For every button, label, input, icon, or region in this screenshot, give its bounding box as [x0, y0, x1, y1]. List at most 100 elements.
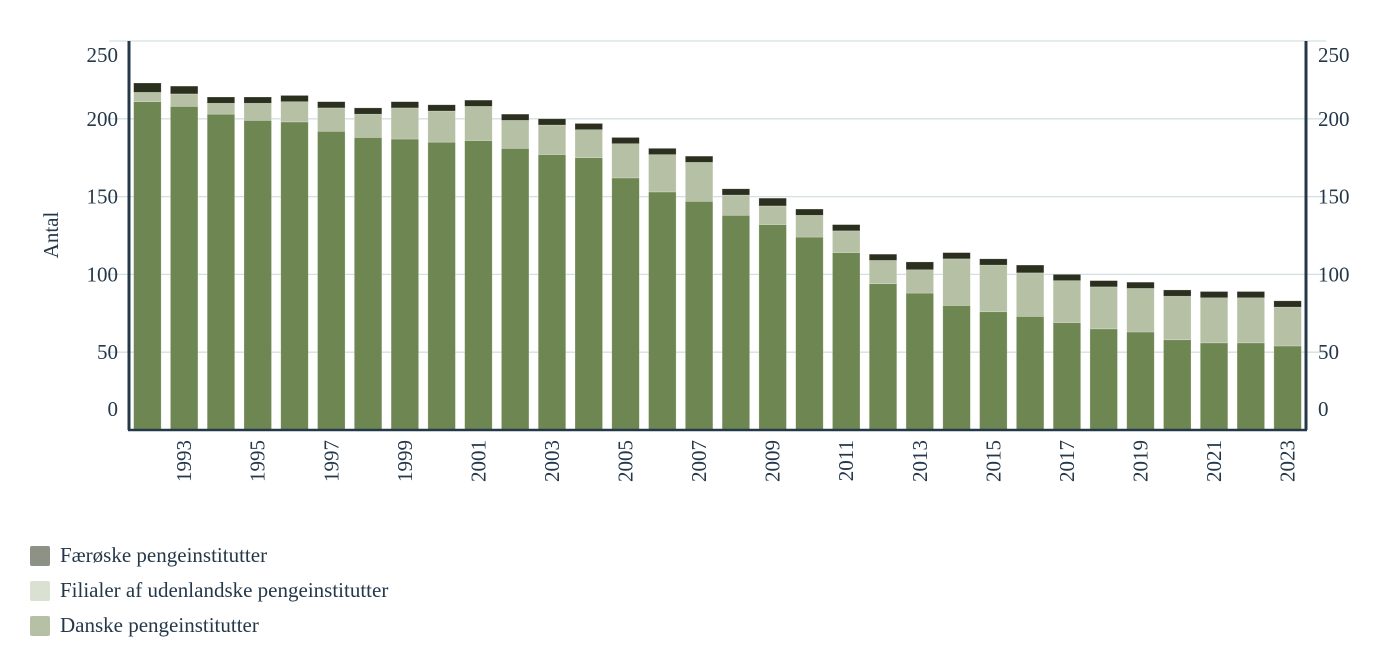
bar-segment-filialer-1993[interactable]: [170, 93, 199, 107]
bar-segment-danske-2012[interactable]: [868, 283, 898, 431]
bar-segment-danske-1996[interactable]: [280, 121, 309, 431]
bar-segment-faroeske-1993[interactable]: [170, 85, 199, 95]
bar-segment-filialer-1996[interactable]: [280, 101, 309, 123]
bar-segment-filialer-2008[interactable]: [721, 194, 750, 216]
bar-segment-faroeske-2012[interactable]: [868, 253, 898, 261]
bar-segment-faroeske-2002[interactable]: [501, 113, 530, 121]
bar-segment-filialer-1999[interactable]: [390, 107, 419, 140]
bar-segment-faroeske-2016[interactable]: [1016, 264, 1045, 274]
bar-segment-danske-2023[interactable]: [1273, 345, 1302, 431]
bar-segment-faroeske-2018[interactable]: [1089, 280, 1118, 288]
bar-segment-filialer-2021[interactable]: [1199, 297, 1229, 344]
bar-segment-filialer-1994[interactable]: [206, 102, 236, 115]
bar-segment-faroeske-1995[interactable]: [243, 96, 272, 104]
bar-segment-filialer-1995[interactable]: [243, 102, 272, 121]
bar-segment-faroeske-2019[interactable]: [1126, 281, 1155, 289]
bar-segment-filialer-2022[interactable]: [1236, 297, 1265, 344]
bar-segment-faroeske-2003[interactable]: [537, 118, 567, 126]
bar-segment-filialer-1992[interactable]: [133, 92, 162, 102]
bar-segment-filialer-2017[interactable]: [1052, 280, 1081, 323]
bar-segment-danske-2013[interactable]: [905, 292, 934, 431]
bar-segment-danske-2016[interactable]: [1016, 316, 1045, 431]
bar-segment-filialer-2019[interactable]: [1126, 288, 1155, 333]
bar-segment-danske-2015[interactable]: [979, 311, 1008, 431]
bar-segment-faroeske-2023[interactable]: [1273, 300, 1302, 308]
bar-segment-filialer-2004[interactable]: [574, 129, 603, 159]
bar-segment-danske-2007[interactable]: [685, 200, 714, 431]
bar-segment-danske-2014[interactable]: [942, 305, 971, 431]
bar-segment-danske-2020[interactable]: [1163, 339, 1192, 431]
bar-segment-filialer-2011[interactable]: [832, 230, 861, 253]
bar-segment-danske-2005[interactable]: [611, 177, 640, 431]
bar-segment-danske-2008[interactable]: [721, 214, 750, 431]
bar-segment-filialer-2018[interactable]: [1089, 286, 1118, 330]
bar-segment-filialer-2005[interactable]: [611, 143, 640, 179]
bar-segment-faroeske-1992[interactable]: [133, 82, 162, 93]
bar-segment-filialer-2015[interactable]: [979, 264, 1008, 313]
bar-segment-filialer-2006[interactable]: [648, 154, 677, 193]
bar-segment-danske-2009[interactable]: [758, 224, 787, 431]
bar-segment-danske-2018[interactable]: [1089, 328, 1118, 431]
x-tick-label: 2007: [687, 440, 711, 482]
bar-segment-danske-2010[interactable]: [795, 236, 824, 431]
bar-segment-filialer-1997[interactable]: [317, 107, 346, 132]
bar-segment-faroeske-2009[interactable]: [758, 197, 787, 207]
bar-segment-filialer-2003[interactable]: [537, 124, 567, 155]
bar-segment-danske-2001[interactable]: [464, 140, 493, 431]
bar-segment-faroeske-2020[interactable]: [1163, 289, 1192, 297]
bar-segment-faroeske-2008[interactable]: [721, 188, 750, 196]
bar-segment-danske-2004[interactable]: [574, 157, 603, 431]
bar-segment-faroeske-1997[interactable]: [317, 101, 346, 109]
bar-segment-filialer-2014[interactable]: [942, 258, 971, 306]
bar-segment-filialer-2020[interactable]: [1163, 295, 1192, 341]
bar-segment-danske-1998[interactable]: [354, 137, 383, 431]
bar-segment-faroeske-2005[interactable]: [611, 137, 640, 144]
bar-segment-danske-2022[interactable]: [1236, 342, 1265, 431]
bar-segment-danske-1997[interactable]: [317, 130, 346, 431]
bar-segment-faroeske-2017[interactable]: [1052, 274, 1081, 281]
bar-segment-faroeske-2013[interactable]: [905, 261, 934, 271]
bar-segment-danske-2017[interactable]: [1052, 322, 1081, 431]
bar-segment-danske-2011[interactable]: [832, 252, 861, 431]
bar-segment-danske-1994[interactable]: [206, 113, 236, 431]
bar-segment-filialer-2012[interactable]: [868, 260, 898, 285]
bar-segment-filialer-2010[interactable]: [795, 214, 824, 238]
bar-segment-danske-2003[interactable]: [537, 154, 567, 431]
bar-segment-danske-2019[interactable]: [1126, 331, 1155, 431]
bar-segment-danske-1995[interactable]: [243, 120, 272, 431]
bar-segment-danske-1999[interactable]: [390, 138, 419, 431]
bar-segment-danske-2021[interactable]: [1199, 342, 1229, 431]
bar-segment-faroeske-2004[interactable]: [574, 123, 603, 130]
bar-segment-faroeske-2001[interactable]: [464, 99, 493, 107]
bar-segment-danske-2000[interactable]: [427, 141, 456, 431]
bar-segment-filialer-2009[interactable]: [758, 205, 787, 225]
bar-segment-faroeske-1999[interactable]: [390, 101, 419, 109]
legend-item-danish[interactable]: Danske pengeinstitutter: [30, 608, 388, 643]
bar-segment-faroeske-2007[interactable]: [685, 155, 714, 163]
bar-segment-filialer-1998[interactable]: [354, 113, 383, 138]
legend-item-faroese[interactable]: Færøske pengeinstitutter: [30, 538, 388, 573]
bar-segment-faroeske-2015[interactable]: [979, 258, 1008, 266]
bar-segment-filialer-2013[interactable]: [905, 269, 934, 294]
bar-segment-faroeske-2021[interactable]: [1199, 291, 1229, 299]
bar-segment-filialer-2016[interactable]: [1016, 272, 1045, 317]
bar-segment-filialer-2001[interactable]: [464, 106, 493, 141]
bar-segment-danske-1992[interactable]: [133, 101, 162, 431]
bar-segment-faroeske-2014[interactable]: [942, 252, 971, 260]
bar-segment-faroeske-2010[interactable]: [795, 208, 824, 216]
bar-segment-faroeske-1996[interactable]: [280, 95, 309, 102]
bar-segment-filialer-2000[interactable]: [427, 110, 456, 143]
bar-segment-filialer-2023[interactable]: [1273, 306, 1302, 347]
bar-segment-filialer-2007[interactable]: [685, 162, 714, 202]
bar-segment-danske-2006[interactable]: [648, 191, 677, 431]
bar-segment-faroeske-2000[interactable]: [427, 104, 456, 112]
bar-segment-faroeske-2022[interactable]: [1236, 291, 1265, 299]
bar-segment-faroeske-1998[interactable]: [354, 107, 383, 115]
bar-segment-danske-2002[interactable]: [501, 148, 530, 431]
bar-segment-faroeske-1994[interactable]: [206, 96, 236, 104]
bar-segment-faroeske-2006[interactable]: [648, 148, 677, 155]
bar-segment-filialer-2002[interactable]: [501, 120, 530, 149]
bar-segment-faroeske-2011[interactable]: [832, 224, 861, 232]
bar-segment-danske-1993[interactable]: [170, 106, 199, 431]
legend-item-foreign-branches[interactable]: Filialer af udenlandske pengeinstitutter: [30, 573, 388, 608]
